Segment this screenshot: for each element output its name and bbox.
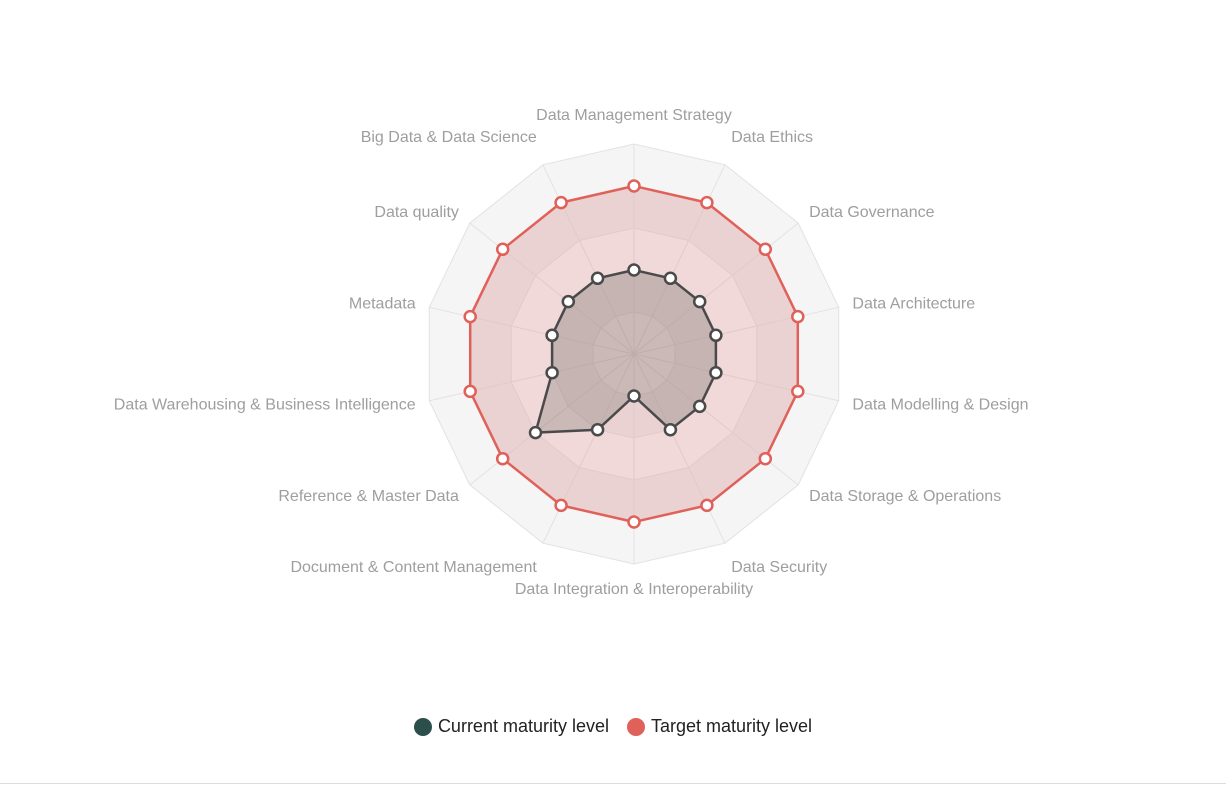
radar-chart: Data Management Strategy Data Ethics Data …	[114, 107, 1029, 598]
spoke-9	[469, 353, 635, 486]
series-target-point-8	[554, 498, 568, 513]
series-target-point-5	[758, 451, 773, 466]
axis-label-5: Data Storage & Operations	[809, 488, 1001, 505]
legend-item-current[interactable]: Current maturity level	[413, 716, 609, 737]
series-current-point-7	[627, 389, 641, 403]
spoke-12	[469, 222, 635, 355]
series-current-point-13	[590, 271, 605, 286]
series-target-point-6	[700, 498, 714, 513]
spoke-6	[633, 353, 726, 544]
spoke-10	[429, 353, 635, 402]
series-current-point-0	[627, 263, 641, 277]
spoke-11	[429, 306, 635, 355]
series-current-point-11	[545, 328, 559, 343]
radar-grid	[428, 143, 840, 565]
series-target-point-2	[758, 242, 773, 257]
series-current-point-6	[663, 422, 678, 437]
series-target-point-7	[627, 515, 641, 529]
spoke-1	[633, 164, 726, 355]
series-target-point-0	[627, 179, 641, 193]
axis-label-10: Data Warehousing & Business Intelligence	[114, 397, 416, 414]
axis-label-1: Data Ethics	[731, 129, 813, 146]
axis-label-4: Data Modelling & Design	[852, 397, 1028, 414]
series-target-point-3	[791, 309, 805, 324]
spoke-2	[633, 222, 799, 355]
series-target-point-11	[463, 309, 477, 324]
series-target-point-12	[495, 242, 510, 257]
series-target-point-13	[554, 195, 568, 210]
legend-current-swatch	[413, 717, 432, 736]
spoke-5	[633, 353, 799, 486]
series-current-point-12	[561, 294, 576, 309]
legend-target-swatch	[627, 717, 645, 736]
series-current-point-5	[692, 399, 707, 414]
axis-label-11: Metadata	[349, 295, 416, 312]
spoke-3	[633, 306, 839, 355]
axis-label-2: Data Governance	[809, 204, 935, 221]
series-current-point-3	[709, 328, 723, 343]
axis-label-13: Big Data & Data Science	[361, 129, 537, 146]
series-current-point-2	[692, 294, 707, 309]
series-current-point-8	[590, 422, 605, 437]
axis-label-9: Reference & Master Data	[278, 488, 459, 505]
legend-target-label: Target maturity level	[651, 716, 813, 736]
spoke-8	[542, 353, 635, 544]
series-current-point-9	[528, 425, 543, 440]
spoke-13	[542, 164, 635, 355]
series-target-point-9	[495, 451, 510, 466]
axis-label-8: Document & Content Management	[290, 559, 537, 576]
radar-series	[463, 179, 805, 529]
axis-label-6: Data Security	[731, 559, 827, 576]
series-current-point-10	[545, 365, 559, 380]
axis-label-7: Data Integration & Interoperability	[515, 581, 753, 598]
spoke-4	[633, 353, 839, 402]
series-target-point-1	[700, 195, 714, 210]
axis-label-0: Data Management Strategy	[536, 107, 732, 124]
series-target-point-10	[463, 384, 477, 399]
bottom-divider	[0, 783, 1226, 784]
legend-item-target[interactable]: Target maturity level	[627, 716, 812, 737]
legend: Current maturity level Target maturity l…	[0, 716, 1226, 737]
axis-label-3: Data Architecture	[852, 295, 975, 312]
series-current-point-1	[663, 271, 678, 286]
legend-current-label: Current maturity level	[437, 716, 609, 736]
series-target-point-4	[791, 384, 805, 399]
axis-label-12: Data quality	[374, 204, 459, 221]
axis-labels: Data Management Strategy Data Ethics Data …	[114, 107, 1029, 598]
series-current-point-4	[709, 365, 723, 380]
